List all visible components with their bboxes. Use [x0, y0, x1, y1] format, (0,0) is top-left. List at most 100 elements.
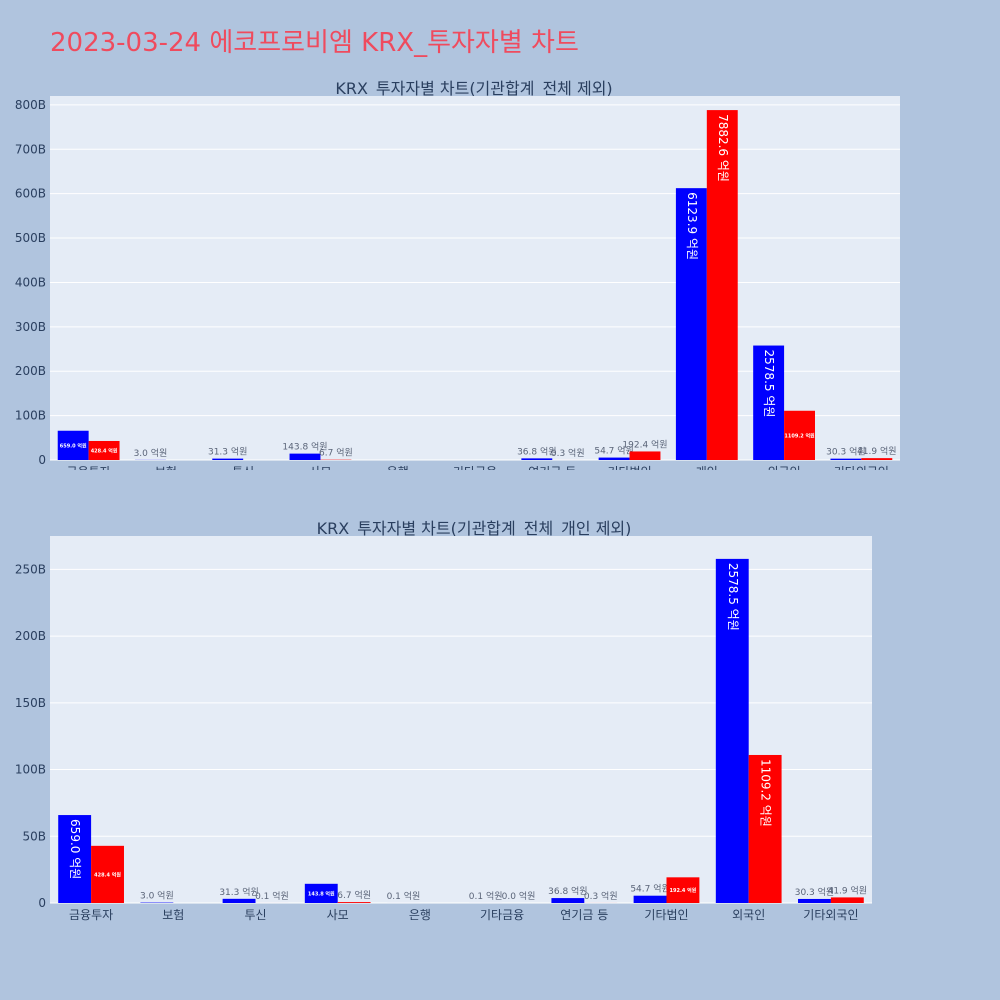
x-tick-label: 기타외국인: [803, 908, 858, 922]
data-label: 30.3 억원: [795, 886, 834, 898]
x-tick-label: 금융투자: [69, 908, 113, 922]
chart-top: KRX_투자자별 차트(기관합계_전체 제외) 0 100B 200B 300B 400…: [15, 79, 900, 470]
bar: [633, 895, 667, 903]
x-tick-label: 연기금 등: [560, 908, 608, 922]
x-tick-label: 기타금융: [453, 465, 497, 470]
y-tick-label: 600B: [15, 187, 46, 201]
data-label: 1109.2 억원: [784, 432, 815, 439]
bar: [91, 845, 124, 903]
data-label: 143.8 억원: [282, 441, 327, 453]
data-label: 192.4 억원: [622, 438, 667, 450]
y-tick-label: 50B: [22, 829, 46, 843]
bar: [748, 754, 782, 903]
y-tick-label: 700B: [15, 142, 46, 156]
bar: [337, 902, 371, 903]
x-tick-label: 기타법인: [607, 465, 651, 470]
bar: [551, 898, 585, 903]
bar: [715, 558, 749, 903]
data-label: 1109.2 억원: [759, 759, 773, 827]
y-tick-label: 800B: [15, 98, 46, 112]
bar: [222, 898, 256, 903]
bar: [798, 898, 831, 903]
x-tick-label: 사모: [327, 908, 349, 922]
bar: [57, 430, 89, 460]
chart-bottom: KRX_투자자별 차트(기관합계_전체_개인 제외) 0 50B 100B 150B 2…: [15, 519, 872, 922]
data-label: 0.0 억원: [502, 890, 536, 902]
x-tick-label: 보험: [162, 908, 184, 922]
y-tick-label: 300B: [15, 320, 46, 334]
data-label: 30.3 억원: [826, 446, 865, 458]
x-tick-label: 기타법인: [644, 908, 688, 922]
data-label: 2578.5 억원: [726, 563, 740, 631]
data-label: 0.3 억원: [551, 447, 585, 459]
y-tick-label: 500B: [15, 231, 46, 245]
x-tick-label: 외국인: [768, 465, 801, 470]
y-tick-label: 0: [38, 453, 46, 467]
chart-title: KRX_투자자별 차트(기관합계_전체_개인 제외): [317, 519, 632, 539]
bar: [88, 440, 120, 460]
data-label: 0.1 억원: [469, 890, 503, 902]
bar: [58, 815, 92, 903]
data-label: 41.9 억원: [857, 445, 896, 457]
bar: [675, 188, 707, 461]
bar: [304, 883, 338, 903]
data-label: 659.0 억원: [68, 819, 82, 879]
y-tick-label: 200B: [15, 364, 46, 378]
y-tick-label: 400B: [15, 275, 46, 289]
data-label: 6.7 억원: [337, 889, 371, 901]
data-label: 192.4 억원: [670, 887, 697, 894]
bar: [212, 458, 244, 460]
data-label: 54.7 억원: [594, 445, 633, 457]
data-label: 41.9 억원: [828, 884, 867, 896]
data-label: 7882.6 억원: [716, 114, 730, 182]
x-tick-label: 기타외국인: [834, 465, 889, 470]
data-label: 428.4 억원: [91, 447, 118, 454]
x-tick-label: 사모: [309, 465, 331, 470]
chart-title: KRX_투자자별 차트(기관합계_전체 제외): [335, 79, 612, 99]
data-label: 3.0 억원: [140, 890, 174, 902]
data-label: 428.4 억원: [94, 871, 121, 878]
x-tick-label: 투신: [244, 908, 266, 922]
bar: [784, 410, 815, 460]
bar: [706, 110, 738, 460]
data-label: 31.3 억원: [219, 886, 258, 898]
x-tick-label: 은행: [409, 907, 431, 922]
data-label: 0.1 억원: [387, 890, 421, 902]
data-label: 0.3 억원: [584, 890, 618, 902]
x-tick-label: 외국인: [732, 908, 765, 922]
bar: [598, 457, 630, 460]
data-label: 3.0 억원: [134, 447, 168, 459]
y-tick-label: 250B: [15, 562, 46, 576]
bar: [629, 451, 661, 460]
y-tick-label: 150B: [15, 696, 46, 710]
y-tick-label: 100B: [15, 763, 46, 777]
x-tick-label: 기타금융: [480, 908, 524, 922]
x-tick-label: 금융투자: [67, 465, 111, 470]
data-label: 659.0 억원: [60, 442, 87, 449]
x-tick-label: 보험: [155, 465, 177, 470]
data-label: 2578.5 억원: [762, 350, 776, 418]
x-tick-label: 개인: [696, 465, 718, 470]
y-tick-label: 0: [38, 896, 46, 910]
data-label: 54.7 억원: [630, 883, 669, 895]
data-label: 6.7 억원: [319, 447, 353, 459]
page-title: 2023-03-24 에코프로비엠 KRX_투자자별 차트: [50, 28, 579, 58]
data-label: 0.1 억원: [255, 890, 289, 902]
bar: [830, 897, 864, 903]
bar: [666, 877, 700, 903]
data-label: 36.8 억원: [548, 885, 587, 897]
bar: [830, 458, 862, 460]
bar: [289, 453, 321, 460]
x-tick-label: 연기금 등: [528, 465, 576, 470]
y-tick-label: 200B: [15, 629, 46, 643]
data-label: 6123.9 억원: [685, 192, 699, 260]
x-tick-label: 투신: [232, 465, 254, 470]
bar: [521, 458, 553, 460]
data-label: 31.3 억원: [208, 446, 247, 458]
bar: [861, 458, 893, 460]
bar: [753, 345, 785, 460]
y-tick-label: 100B: [15, 409, 46, 423]
data-label: 36.8 억원: [517, 445, 556, 457]
x-tick-label: 은행: [387, 464, 409, 470]
data-label: 143.8 억원: [308, 890, 335, 897]
